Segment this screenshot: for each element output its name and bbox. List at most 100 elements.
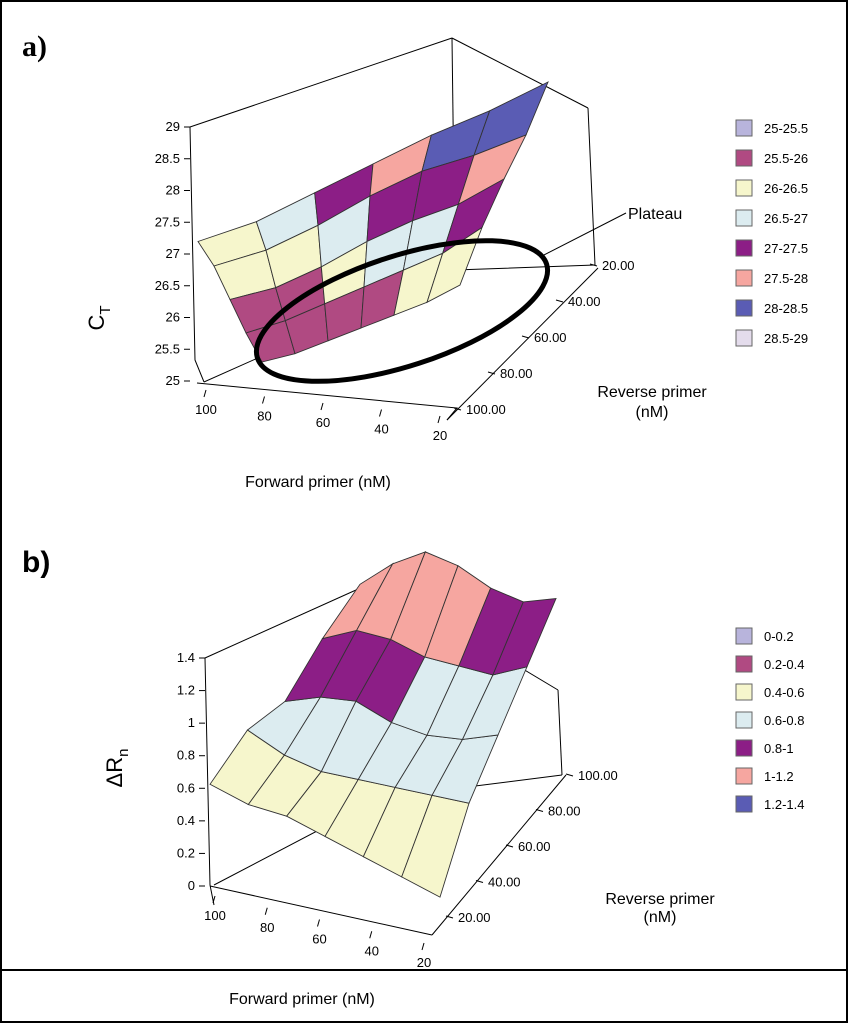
panel-a-y-axis-title-line2: (nM) (636, 404, 669, 421)
panel-a-x-tick-mark (379, 409, 382, 417)
panel-a-x-tick-label: 100 (195, 402, 217, 417)
panel-a-x-axis-title: Forward primer (nM) (245, 474, 391, 491)
panel-b-x-tick-label: 60 (312, 932, 326, 947)
panel-b-box-back-left (204, 657, 215, 906)
panel-b-legend-swatch (735, 655, 753, 673)
panel-a-z-tick-label: 28 (166, 183, 180, 198)
panel-b-box-top-left (204, 580, 377, 659)
panel-b-y-axis-title-line2: (nM) (644, 909, 677, 926)
panel-a-box-top-right (451, 37, 589, 109)
panel-a-legend-swatch (735, 239, 753, 257)
panel-a-y-tick-mark (487, 371, 496, 375)
panel-a-legend-swatch (735, 209, 753, 227)
panel-b-y-axis-title-line1: Reverse primer (605, 891, 715, 908)
panel-b-z-axis-title-sub: n (115, 749, 132, 757)
panel-b-z-tick-label: 0.2 (177, 845, 195, 860)
panel-b-y-tick-label: 80.00 (548, 804, 581, 819)
panel-a-z-tick-label: 25 (166, 373, 180, 388)
panel-b-z-tick-label: 1.4 (177, 650, 195, 665)
panel-a-y-tick-label: 20.00 (602, 258, 635, 273)
panel-b-x-tick-mark (264, 907, 268, 915)
panel-b-y-axis-line (431, 774, 567, 936)
panel-a-z-tick-label: 25.5 (155, 341, 180, 356)
panel-b-legend-swatch (735, 739, 753, 757)
panel-a-box-back-left (189, 126, 205, 383)
panel-b-legend-label: 0.2-0.4 (764, 657, 804, 672)
panel-b-z-axis-title: ΔRn (102, 749, 132, 788)
panel-b-legend-swatch (735, 767, 753, 785)
panel-b-z-tick-label: 0.6 (177, 780, 195, 795)
panel-a-z-axis-title: CT (84, 305, 114, 330)
panel-b-legend-swatch (735, 627, 753, 645)
panel-b-legend-swatch (735, 795, 753, 813)
panel-b-legend-label: 1-1.2 (764, 769, 794, 784)
panel-a-y-tick-label: 80.00 (500, 366, 533, 381)
panel-b-z-ticks: 0 0.2 0.4 0.6 0.8 1 1.2 1.4 (177, 650, 205, 893)
panel-b-legend-label: 0-0.2 (764, 629, 794, 644)
panel-b-x-tick-mark (317, 919, 320, 927)
panel-a-y-tick-mark (453, 407, 462, 411)
panel-b-y-ticks: 20.00 40.00 60.00 80.00 100.00 (445, 768, 618, 925)
panel-b-y-tick-label: 40.00 (488, 875, 521, 890)
panel-b-x-tick-mark (421, 942, 425, 951)
panel-a-z-axis-title-main: C (84, 315, 109, 331)
panel-a-y-tick-mark (589, 263, 598, 267)
panel-a-legend-label: 27.5-28 (764, 271, 808, 286)
panel-b-legend-label: 0.4-0.6 (764, 685, 804, 700)
panel-a-legend-swatch (735, 149, 753, 167)
panel-b-z-tick-label: 1 (188, 715, 195, 730)
panel-a-z-tick-label: 27 (166, 246, 180, 261)
panel-a-x-tick-mark (320, 402, 324, 411)
panel-a-z-axis-title-sub: T (97, 305, 114, 314)
panel-b-x-tick-mark (369, 931, 373, 939)
panel-b-x-ticks: 100 80 60 40 20 (204, 895, 431, 970)
panel-a-legend-swatch (735, 299, 753, 317)
panel-a-legend-swatch (735, 329, 753, 347)
panel-a-y-tick-label: 40.00 (568, 294, 601, 309)
panel-a-legend-label: 26.5-27 (764, 211, 808, 226)
panel-b-label: b) (22, 546, 50, 579)
panel-b-x-tick-label: 100 (204, 908, 226, 923)
panel-a-x-tick-label: 80 (257, 409, 271, 424)
panel-b-box-vert-right (557, 689, 563, 776)
panel-a-plateau-label: Plateau (628, 206, 682, 223)
panel-b-legend-label: 0.6-0.8 (764, 713, 804, 728)
panel-b-z-tick-label: 1.2 (177, 683, 195, 698)
panel-b-y-tick-mark (535, 809, 544, 812)
panel-a-y-tick-label: 60.00 (534, 330, 567, 345)
panel-b-x-tick-mark (212, 895, 216, 904)
panel-a-box-vert-right (587, 107, 596, 266)
panel-b-y-tick-mark (445, 915, 454, 919)
panel-b-x-axis-title: Forward primer (nM) (229, 991, 375, 1008)
panel-a-z-tick-label: 28.5 (155, 151, 180, 166)
panel-a-legend: 25-25.5 25.5-26 26-26.5 26.5-27 27-27.5 27.5-… (735, 119, 808, 347)
panel-b-z-tick-label: 0.8 (177, 748, 195, 763)
panel-a-legend-label: 28-28.5 (764, 301, 808, 316)
panel-b-surface-cell (492, 598, 557, 676)
panel-a-x-tick-label: 60 (316, 415, 330, 430)
panel-a-legend-swatch (735, 119, 753, 137)
panel-a-legend-swatch (735, 269, 753, 287)
panel-a-legend-label: 28.5-29 (764, 331, 808, 346)
panel-a-x-tick-mark (262, 396, 265, 404)
panel-b-y-tick-mark (475, 880, 484, 883)
panel-b-x-axis-line (209, 885, 433, 936)
panel-a-z-tick-label: 26.5 (155, 278, 180, 293)
panel-a-x-ticks: 100 80 60 40 20 (195, 389, 447, 443)
panel-b-x-tick-label: 40 (365, 943, 379, 958)
panel-a-x-tick-label: 40 (374, 422, 388, 437)
panel-a-z-tick-label: 26 (166, 310, 180, 325)
panel-b-z-tick-label: 0.4 (177, 813, 195, 828)
panel-b-x-tick-label: 80 (260, 920, 274, 935)
panel-a-surface-cell (426, 226, 483, 304)
panel-a-y-axis-line (446, 267, 599, 421)
panel-a-z-tick-label: 27.5 (155, 214, 180, 229)
panel-a-x-tick-label: 20 (433, 428, 447, 443)
panel-a-z-tick-label: 29 (166, 119, 180, 134)
panel-a-y-axis-title-line1: Reverse primer (597, 384, 707, 401)
panel-a-legend-swatch (735, 179, 753, 197)
panel-b-y-tick-label: 20.00 (458, 910, 491, 925)
panel-b-y-tick-mark (565, 773, 574, 777)
